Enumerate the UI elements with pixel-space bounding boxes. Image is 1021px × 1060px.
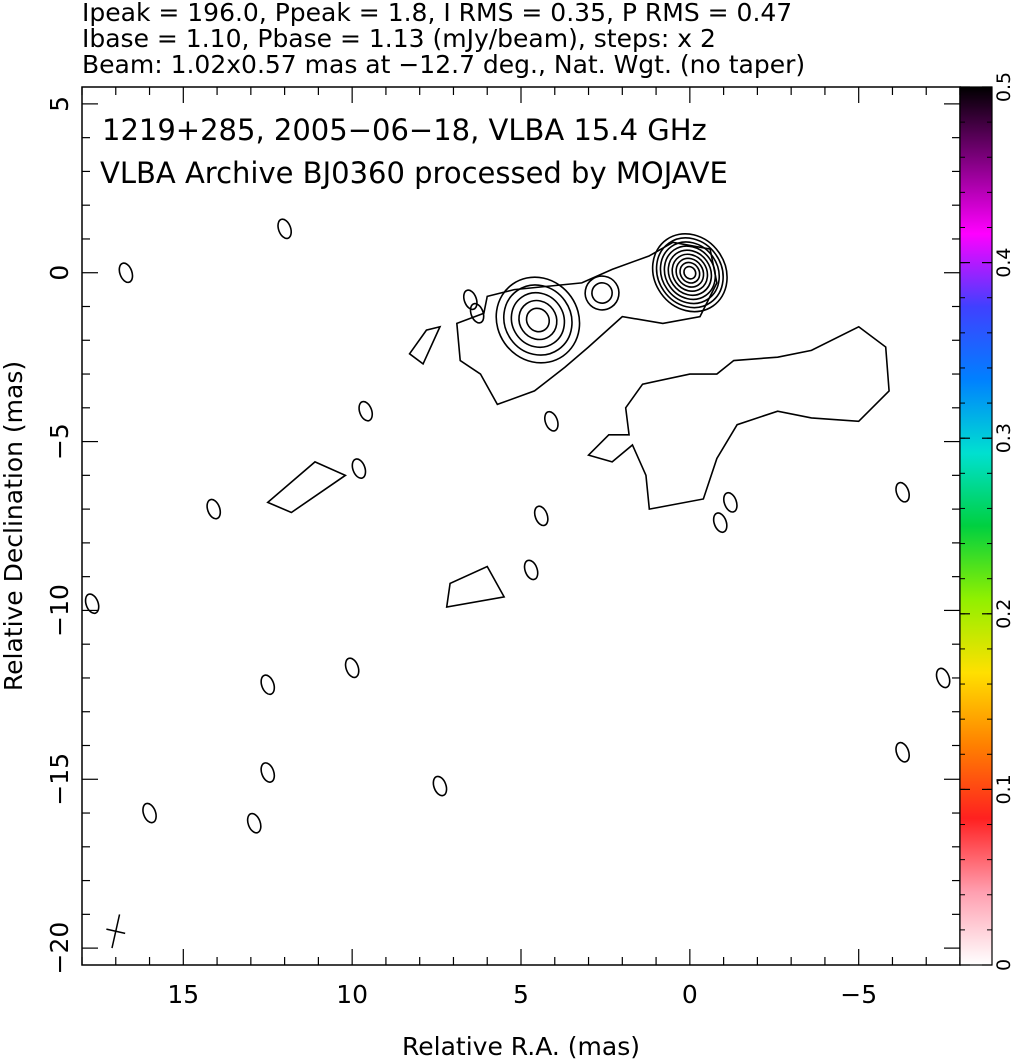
y-tick-labels: 5 0 −5 −10 −15 −20 xyxy=(45,96,74,975)
y-tick-label: −15 xyxy=(45,753,74,806)
colorbar-tick-labels: 0 0.1 0.2 0.3 0.4 0.5 xyxy=(993,72,1015,971)
core-contour xyxy=(651,233,728,313)
knot-contour xyxy=(495,276,581,364)
contours xyxy=(84,218,951,834)
knot-contour xyxy=(525,307,551,333)
x-tick-labels: 15 10 5 0 −5 xyxy=(167,980,877,1009)
small-island-contour xyxy=(935,667,951,689)
island-contour xyxy=(445,565,506,609)
small-island-contour xyxy=(895,481,910,503)
header-line-1: Ipeak = 196.0, Ppeak = 1.8, I RMS = 0.35… xyxy=(82,0,793,27)
x-tick-label: 0 xyxy=(682,980,698,1009)
small-island-contour xyxy=(543,410,559,432)
header-line-2: Ibase = 1.10, Pbase = 1.13 (mJy/beam), s… xyxy=(82,24,716,53)
colorbar-scale xyxy=(959,86,993,966)
core-contour xyxy=(683,265,697,280)
knot-contour xyxy=(518,299,558,341)
x-axis-label: Relative R.A. (mas) xyxy=(402,1032,640,1060)
colorbar-tick-label: 0.1 xyxy=(993,774,1015,804)
chart-subtitle: VLBA Archive BJ0360 processed by MOJAVE xyxy=(100,156,728,190)
colorbar-tick-label: 0 xyxy=(993,959,1015,971)
knot2-contour xyxy=(584,275,620,311)
colorbar-tick-label: 0.5 xyxy=(993,72,1015,102)
island-contour xyxy=(266,460,348,514)
knot-contour xyxy=(502,284,573,356)
knot-contour xyxy=(510,291,566,349)
core-contour xyxy=(671,253,709,292)
small-island-contour xyxy=(260,762,276,783)
jet-envelope-contour xyxy=(455,241,718,406)
axis-ticks xyxy=(81,87,961,965)
beam-marker xyxy=(106,914,126,949)
y-tick-label: 5 xyxy=(45,96,74,112)
small-island-contour xyxy=(277,218,293,240)
y-tick-label: 0 xyxy=(45,265,74,281)
core-contour xyxy=(667,249,713,297)
small-island-contour xyxy=(142,802,157,824)
small-island-contour xyxy=(533,505,549,527)
x-tick-label: 10 xyxy=(336,980,368,1009)
small-island-contour xyxy=(344,657,360,679)
colorbar-tick-label: 0.3 xyxy=(993,423,1015,453)
diffuse-emission-contour xyxy=(587,325,890,511)
beam-minor-axis xyxy=(106,928,126,935)
colorbar-tick-label: 0.2 xyxy=(993,599,1015,629)
plot-frame xyxy=(81,86,961,966)
y-tick-label: −20 xyxy=(45,922,74,975)
small-island-contour xyxy=(523,559,539,581)
y-tick-label: −10 xyxy=(45,584,74,637)
x-tick-label: −5 xyxy=(840,980,877,1009)
colorbar-tick-label: 0.4 xyxy=(993,247,1015,277)
core-contour xyxy=(663,245,717,301)
small-island-contour xyxy=(118,262,134,284)
small-island-contour xyxy=(712,512,728,534)
core-contour xyxy=(659,241,721,305)
small-island-contour xyxy=(358,400,374,422)
small-island-contour xyxy=(722,491,738,513)
small-island-contour xyxy=(469,302,485,324)
y-tick-label: −5 xyxy=(45,423,74,460)
header-line-3: Beam: 1.02x0.57 mas at −12.7 deg., Nat. … xyxy=(82,50,806,79)
core-contour xyxy=(675,257,705,288)
small-island-contour xyxy=(206,498,222,520)
header-info: Ipeak = 196.0, Ppeak = 1.8, I RMS = 0.35… xyxy=(82,0,982,78)
x-tick-label: 5 xyxy=(513,980,529,1009)
x-tick-label: 15 xyxy=(167,980,199,1009)
small-island-contour xyxy=(895,741,910,763)
small-island-contour xyxy=(246,812,262,834)
small-island-contour xyxy=(351,458,367,480)
island-contour xyxy=(408,325,442,366)
knot2-contour xyxy=(591,282,613,304)
small-island-contour xyxy=(84,593,100,615)
core-contour xyxy=(679,261,701,284)
small-island-contour xyxy=(432,775,448,797)
colorbar xyxy=(959,86,993,966)
small-island-contour xyxy=(462,289,478,311)
y-axis-label: Relative Declination (mas) xyxy=(0,361,28,691)
core-contour xyxy=(655,237,724,309)
chart-title: 1219+285, 2005−06−18, VLBA 15.4 GHz xyxy=(102,113,707,147)
small-island-contour xyxy=(260,674,276,696)
